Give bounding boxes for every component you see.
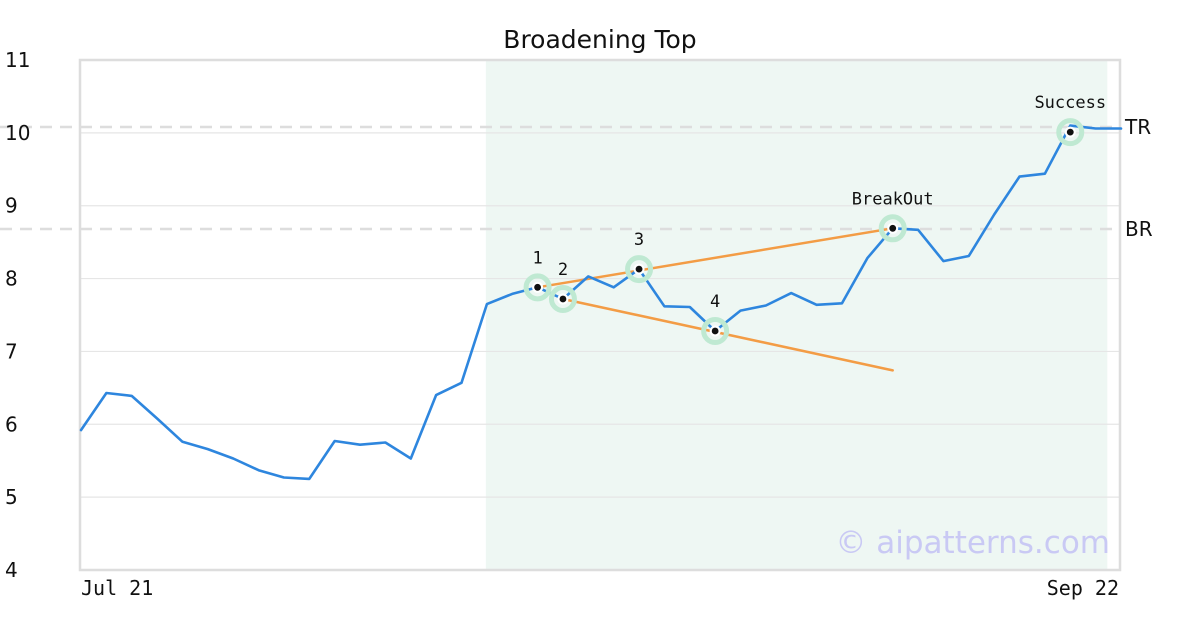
y-tick-label: 6 [5, 412, 18, 436]
y-tick-label: 10 [5, 121, 30, 145]
point-label-4: 4 [710, 292, 720, 312]
y-tick-label: 8 [5, 267, 18, 291]
point-halo-success [1056, 118, 1085, 147]
y-tick-label: 11 [5, 48, 30, 72]
plot-frame [78, 58, 1122, 572]
point-label-breakout: BreakOut [852, 189, 934, 209]
point-halo-breakout [878, 214, 907, 243]
x-tick-label-end: Sep 22 [1047, 576, 1119, 600]
point-label-2: 2 [558, 260, 568, 280]
price-line [79, 124, 1123, 481]
point-marker-breakout [889, 224, 897, 232]
y-tick-label: 5 [5, 485, 18, 509]
point-halo-3 [625, 255, 654, 284]
y-tick-label: 9 [5, 194, 18, 218]
y-tick-label: 4 [5, 558, 18, 582]
point-label-3: 3 [634, 230, 644, 250]
point-marker-3 [635, 265, 643, 273]
y-tick-label: 7 [5, 339, 18, 363]
point-marker-1 [534, 283, 541, 291]
point-marker-success [1066, 128, 1074, 136]
point-halo-2 [548, 284, 577, 313]
point-halo-4 [701, 317, 730, 346]
reference-label-tr: TR [1124, 115, 1151, 139]
point-halo-1 [523, 273, 552, 302]
x-tick-label-start: Jul 21 [81, 576, 153, 600]
highlight-region [485, 60, 1108, 570]
point-marker-2 [559, 295, 567, 303]
watermark: © aipatterns.com [835, 525, 1110, 561]
point-label-success: Success [1034, 93, 1106, 113]
reference-label-br: BR [1125, 217, 1153, 241]
point-marker-4 [711, 327, 719, 335]
point-label-1: 1 [532, 248, 542, 268]
chart-title: Broadening Top [503, 25, 696, 54]
trendline [536, 227, 894, 289]
